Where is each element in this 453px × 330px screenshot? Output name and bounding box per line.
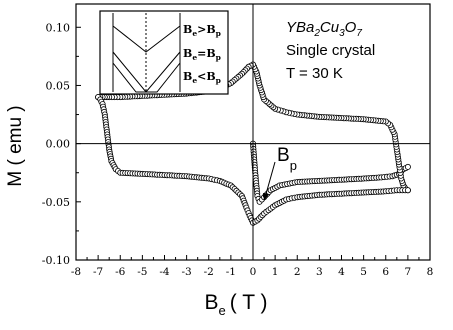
x-tick-label: 2 [294,266,301,278]
x-tick-label: 8 [427,266,434,278]
annotation-formula: YBa2Cu3O7 [286,19,362,39]
inset-legend-1: Be>Bp [183,23,221,38]
x-tick-label: 3 [316,266,323,278]
y-tick-label: 0.00 [46,138,71,151]
bp-label-main: B [277,145,290,166]
inset-legend-3-op: < [197,70,206,83]
annotation-temperature: T = 30 K [286,65,343,82]
formula-sub-1: 2 [313,28,320,39]
y-tick-label: -0.05 [42,196,70,209]
x-axis-label: Be ( T ) [205,291,268,318]
x-tick-label: -6 [115,266,126,278]
x-tick-label: 0 [250,266,257,278]
formula-part-1: YBa [286,19,314,36]
inset-legend-1-b2: B [206,23,215,36]
inset-legend-2-s2: p [216,53,221,62]
formula-sub-3: 7 [356,28,362,39]
x-tick-label: -2 [204,266,214,278]
x-tick-label: 5 [360,266,367,278]
formula-part-3: O [345,19,357,36]
data-points [95,61,411,226]
x-tick-label: -3 [182,266,192,278]
x-tick-label: -7 [93,266,103,278]
x-axis-label-unit: ( T ) [230,291,268,314]
inset-legend-3-b2: B [206,70,215,83]
bp-label: Bp [277,145,297,173]
x-tick-label: -4 [159,266,170,278]
inset-profile-top [112,25,181,53]
x-tick-label: 4 [338,266,345,278]
data-point-s1 [404,163,411,170]
x-axis-label-sub: e [219,303,226,318]
y-tick-label: 0.05 [46,79,71,92]
bp-arrow-head [263,193,269,201]
inset-legend-2-op: = [197,47,206,60]
x-ticks: -8 -7 -6 -5 -4 -3 -2 -1 0 1 2 3 4 5 6 7 8 [71,255,433,278]
formula-sub-2: 3 [339,28,345,39]
inset-legend-1-s2: p [216,29,221,38]
inset-legend-3-b1: B [183,70,192,83]
x-tick-label: -5 [137,266,147,278]
inset-legend-2-b2: B [206,47,215,60]
y-axis-label: M ( emu ) [5,105,26,186]
inset-legend-1-op: > [197,23,206,36]
x-tick-label: 7 [405,266,412,278]
inset-legend-2-s1: e [192,53,197,62]
x-axis-label-main: B [205,291,219,314]
x-tick-label: 6 [382,266,389,278]
inset-legend-3-s1: e [192,76,197,85]
formula-part-2: Cu [320,19,340,36]
y-ticks: -0.10 -0.05 0.00 0.05 0.10 [42,21,81,267]
x-tick-label: -1 [226,266,236,278]
bp-label-sub: p [290,158,297,173]
inset-legend-1-s1: e [192,29,197,38]
inset-legend-2: Be=Bp [183,47,221,62]
bp-arrow-line [265,161,276,195]
y-tick-label: -0.10 [42,254,70,267]
inset-legend-3-s2: p [216,76,221,85]
y-tick-label: 0.10 [46,21,71,34]
reference-lines [76,4,430,260]
inset-legend-1-b1: B [183,23,192,36]
inset-frame [99,10,229,95]
data-point-s3 [404,187,411,194]
inset-profile-bottom [112,62,181,93]
x-tick-label: -8 [71,266,81,278]
annotation-sample: Single crystal [286,42,375,59]
x-tick-label: 1 [272,266,279,278]
inset-legend-2-b1: B [183,47,192,60]
inset-legend-3: Be<Bp [183,70,221,85]
inset: Be>Bp Be=Bp Be<Bp [99,10,229,95]
